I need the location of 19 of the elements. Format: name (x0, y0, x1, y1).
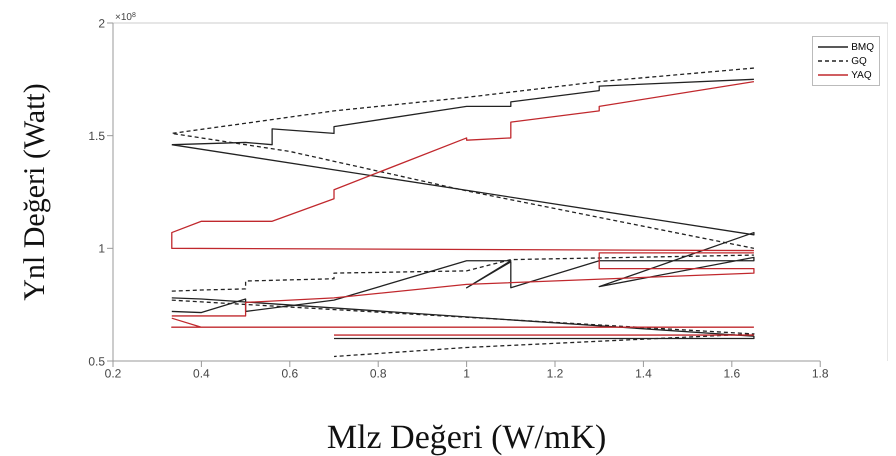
x-tick-label: 0.4 (193, 366, 210, 381)
x-tick-label: 1.4 (635, 366, 652, 381)
y-tick-label: 0.5 (88, 354, 106, 368)
x-tick-label: 0.2 (104, 366, 122, 381)
x-tick-label: 0.8 (370, 366, 387, 381)
y-tick-label: 1 (98, 242, 106, 256)
x-tick-label: 1.2 (546, 366, 564, 381)
y-tick-label: 2 (98, 16, 106, 30)
y-axis-title: Ynl Değeri (Watt) (18, 83, 51, 301)
x-tick-label: 1.8 (812, 366, 829, 381)
legend-label: GQ (851, 56, 867, 66)
legend-label: BMQ (851, 42, 874, 52)
x-tick-label: 0.6 (281, 366, 298, 381)
x-tick-label: 1 (463, 366, 470, 381)
annotation: ×10$^{8}$ (115, 12, 136, 23)
x-tick-label: 1.6 (723, 366, 740, 381)
x-axis-title: Mlz Değeri (W/mK) (326, 419, 606, 456)
legend-label: YAQ (851, 70, 872, 80)
y-tick-label: 1.5 (88, 128, 106, 143)
